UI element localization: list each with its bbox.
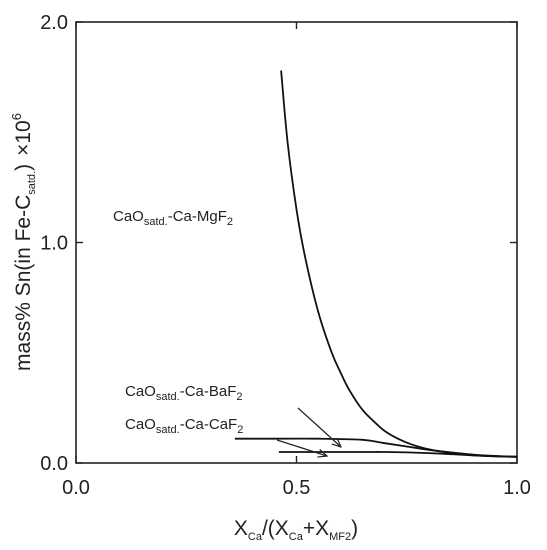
arrow-caf2 xyxy=(276,439,327,456)
x-axis-title: XCa/(XCa+XMF2) xyxy=(234,517,358,543)
ticks xyxy=(75,21,518,464)
series-group xyxy=(234,70,518,458)
x-tick-label: 0.0 xyxy=(62,477,90,499)
series-caf2-line xyxy=(278,451,518,458)
y-tick-label: 1.0 xyxy=(40,233,68,255)
annotation-baf2: CaOsatd.-Ca-BaF2 xyxy=(125,383,243,403)
series-baf2-line xyxy=(234,437,518,458)
tick-labels: 0.0 0.5 1.0 0.0 1.0 2.0 xyxy=(40,12,531,499)
x-tick-label: 1.0 xyxy=(503,477,531,499)
arrow-baf2 xyxy=(297,407,341,447)
annotation-mgf2: CaOsatd.-Ca-MgF2 xyxy=(113,208,233,228)
annotation-caf2: CaOsatd.-Ca-CaF2 xyxy=(125,416,243,436)
series-mgf2-line xyxy=(280,70,518,458)
y-tick-label: 0.0 xyxy=(40,453,68,475)
x-tick-label: 0.5 xyxy=(283,477,311,499)
y-tick-label: 2.0 xyxy=(40,12,68,34)
y-axis-title: mass% Sn(in Fe-Csatd.)×106 xyxy=(9,113,38,371)
